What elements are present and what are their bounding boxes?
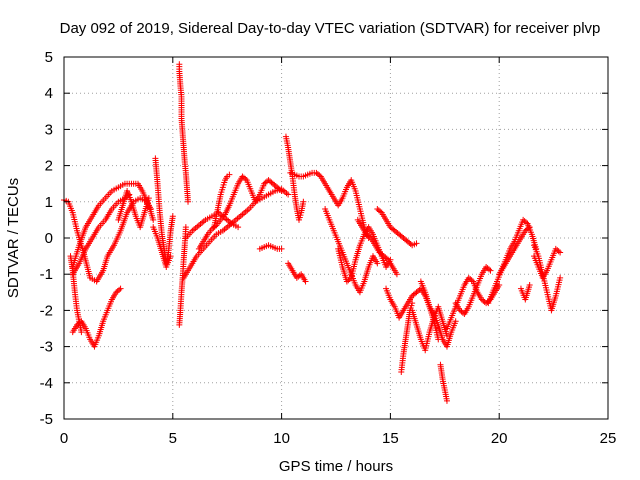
y-tick-label: 2 bbox=[45, 158, 53, 175]
y-tick-label: -1 bbox=[40, 266, 53, 283]
data-point-trace-29 bbox=[459, 309, 466, 316]
x-tick-label: 25 bbox=[600, 430, 617, 447]
data-point-trace-24 bbox=[409, 300, 416, 307]
data-point-trace-25 bbox=[443, 332, 450, 339]
data-point-trace-4 bbox=[78, 329, 85, 336]
data-point-trace-6 bbox=[145, 195, 152, 202]
x-tick-label: 10 bbox=[273, 430, 290, 447]
data-point-trace-10 bbox=[182, 224, 189, 231]
y-axis-label: SDTVAR / TECUs bbox=[5, 178, 22, 298]
data-point-trace-2 bbox=[150, 216, 157, 223]
data-point-trace-32 bbox=[526, 282, 533, 289]
x-tick-label: 15 bbox=[382, 430, 399, 447]
data-point-trace-16 bbox=[300, 198, 307, 205]
data-point-trace-17 bbox=[316, 172, 323, 179]
data-point-trace-29 bbox=[486, 266, 493, 273]
data-point-trace-31 bbox=[526, 224, 533, 231]
data-point-trace-31 bbox=[525, 225, 532, 232]
y-tick-label: -5 bbox=[40, 411, 53, 428]
data-point-trace-13 bbox=[277, 186, 284, 193]
data-point-trace-30 bbox=[523, 219, 530, 226]
data-point-trace-13 bbox=[278, 187, 285, 194]
y-tick-label: -2 bbox=[40, 302, 53, 319]
data-point-trace-18 bbox=[302, 278, 309, 285]
data-point-trace-3 bbox=[117, 285, 124, 292]
axis-ticks bbox=[63, 56, 609, 420]
data-point-trace-18 bbox=[296, 272, 303, 279]
data-point-trace-9 bbox=[185, 198, 192, 205]
y-tick-label: -4 bbox=[40, 375, 53, 392]
data-point-trace-26 bbox=[435, 336, 442, 343]
x-axis-label: GPS time / hours bbox=[279, 458, 393, 475]
data-point-trace-22 bbox=[413, 240, 420, 247]
y-tick-label: -3 bbox=[40, 339, 53, 356]
y-tick-label: 3 bbox=[45, 121, 53, 138]
data-point-trace-28 bbox=[468, 277, 475, 284]
data-point-trace-20 bbox=[346, 276, 353, 283]
y-tick-label: 0 bbox=[45, 230, 53, 247]
data-point-trace-34 bbox=[557, 249, 564, 256]
chart-title: Day 092 of 2019, Sidereal Day-to-day VTE… bbox=[60, 20, 601, 37]
data-point-trace-15 bbox=[278, 245, 285, 252]
x-tick-labels: 0 5 10 15 20 25 bbox=[60, 430, 617, 447]
data-point-trace-7 bbox=[169, 213, 176, 220]
data-point-trace-21 bbox=[393, 271, 400, 278]
data-point-trace-34 bbox=[555, 248, 562, 255]
data-point-trace-11 bbox=[285, 191, 292, 198]
data-point-trace-28 bbox=[496, 282, 503, 289]
x-tick-label: 20 bbox=[491, 430, 508, 447]
data-point-trace-13 bbox=[242, 175, 249, 182]
data-point-trace-3 bbox=[116, 286, 123, 293]
data-point-trace-29 bbox=[487, 267, 494, 274]
data-point-trace-21 bbox=[366, 233, 373, 240]
data-point-trace-23 bbox=[452, 318, 459, 325]
data-point-trace-22 bbox=[377, 208, 384, 215]
data-points bbox=[61, 61, 564, 404]
x-tick-label: 0 bbox=[60, 430, 68, 447]
x-tick-label: 5 bbox=[169, 430, 177, 447]
data-point-trace-12 bbox=[235, 224, 242, 231]
data-point-trace-8 bbox=[167, 253, 174, 260]
y-tick-label: 4 bbox=[45, 85, 53, 102]
data-point-trace-27 bbox=[443, 397, 450, 404]
data-point-trace-14 bbox=[226, 171, 233, 178]
data-point-trace-21 bbox=[383, 255, 390, 262]
y-tick-label: 5 bbox=[45, 49, 53, 66]
data-point-trace-33 bbox=[557, 274, 564, 281]
y-tick-labels: -5 -4 -3 -2 -1 0 1 2 3 4 5 bbox=[40, 49, 53, 428]
y-tick-label: 1 bbox=[45, 194, 53, 211]
data-point-trace-19 bbox=[374, 260, 381, 267]
